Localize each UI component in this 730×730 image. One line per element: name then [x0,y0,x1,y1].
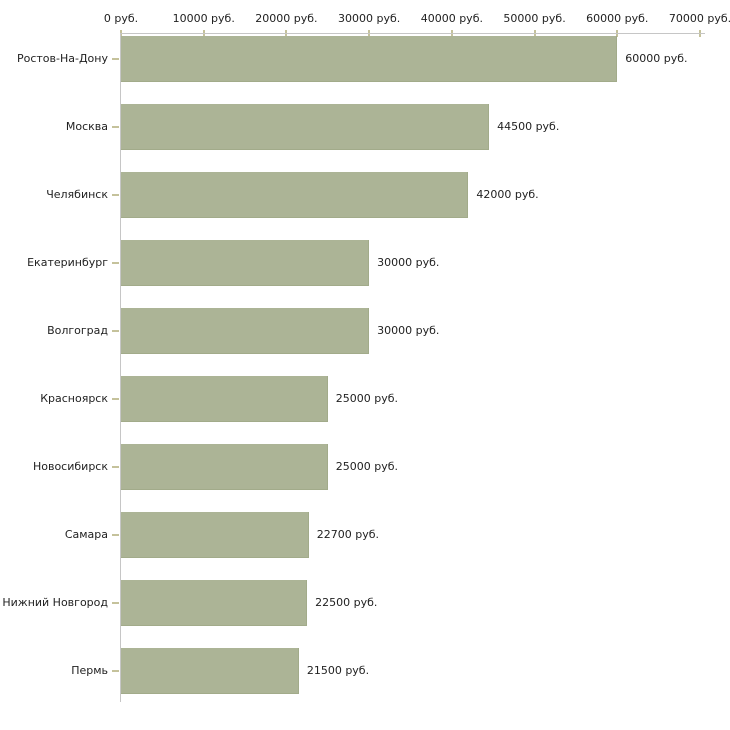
category-tick-mark [112,466,119,468]
bar-value-label: 21500 руб. [306,664,370,677]
x-axis-line [120,33,705,34]
bar-row: Красноярск 25000 руб. [0,376,730,422]
bar-value-label: 25000 руб. [335,460,399,473]
bar-row: Пермь 21500 руб. [0,648,730,694]
category-tick-mark [112,398,119,400]
category-label: Самара [64,528,108,541]
bar-row: Ростов-На-Дону 60000 руб. [0,36,730,82]
bar-row: Челябинск 42000 руб. [0,172,730,218]
bar [121,172,469,218]
x-axis-tick-label: 50000 руб. [503,12,566,25]
bar-row: Самара 22700 руб. [0,512,730,558]
category-tick-mark [112,58,119,60]
category-tick-mark [112,330,119,332]
bar-row: Нижний Новгород 22500 руб. [0,580,730,626]
bar-value-label: 22500 руб. [315,596,378,609]
bar [121,36,618,82]
category-tick-mark [112,126,119,128]
category-label: Пермь [71,664,108,677]
category-tick-mark [112,534,119,536]
bar [121,580,308,626]
bar-value-label: 25000 руб. [335,392,399,405]
bar [121,648,299,694]
bar [121,376,328,422]
x-axis-tick-label: 40000 руб. [420,12,483,25]
category-label: Красноярск [40,392,108,405]
bar-row: Москва 44500 руб. [0,104,730,150]
bar-row: Волгоград 30000 руб. [0,308,730,354]
bar [121,444,328,490]
bar [121,512,309,558]
bar-value-label: 60000 руб. [625,52,688,65]
category-tick-mark [112,194,119,196]
category-label: Москва [65,120,108,133]
category-label: Волгоград [47,324,108,337]
category-label: Новосибирск [32,460,108,473]
category-tick-mark [112,670,119,672]
category-label: Нижний Новгород [2,596,108,609]
category-tick-mark [112,262,119,264]
x-axis-tick-label: 10000 руб. [172,12,235,25]
x-axis-tick-label: 0 руб. [103,12,139,25]
category-label: Челябинск [46,188,108,201]
bar [121,104,490,150]
x-axis-tick-label: 30000 руб. [338,12,401,25]
bar-row: Новосибирск 25000 руб. [0,444,730,490]
bar-value-label: 42000 руб. [476,188,539,201]
x-axis-tick-label: 60000 руб. [586,12,649,25]
bar-value-label: 44500 руб. [497,120,560,133]
y-axis-line [120,33,121,702]
category-label: Ростов-На-Дону [16,52,108,65]
category-label: Екатеринбург [27,256,108,269]
bar [121,308,370,354]
bar-value-label: 30000 руб. [377,324,440,337]
bar-value-label: 30000 руб. [377,256,440,269]
x-axis-tick-label: 20000 руб. [255,12,318,25]
bar [121,240,370,286]
bar-row: Екатеринбург 30000 руб. [0,240,730,286]
category-tick-mark [112,602,119,604]
bar-value-label: 22700 руб. [316,528,380,541]
x-axis-tick-label: 70000 руб. [668,12,730,25]
